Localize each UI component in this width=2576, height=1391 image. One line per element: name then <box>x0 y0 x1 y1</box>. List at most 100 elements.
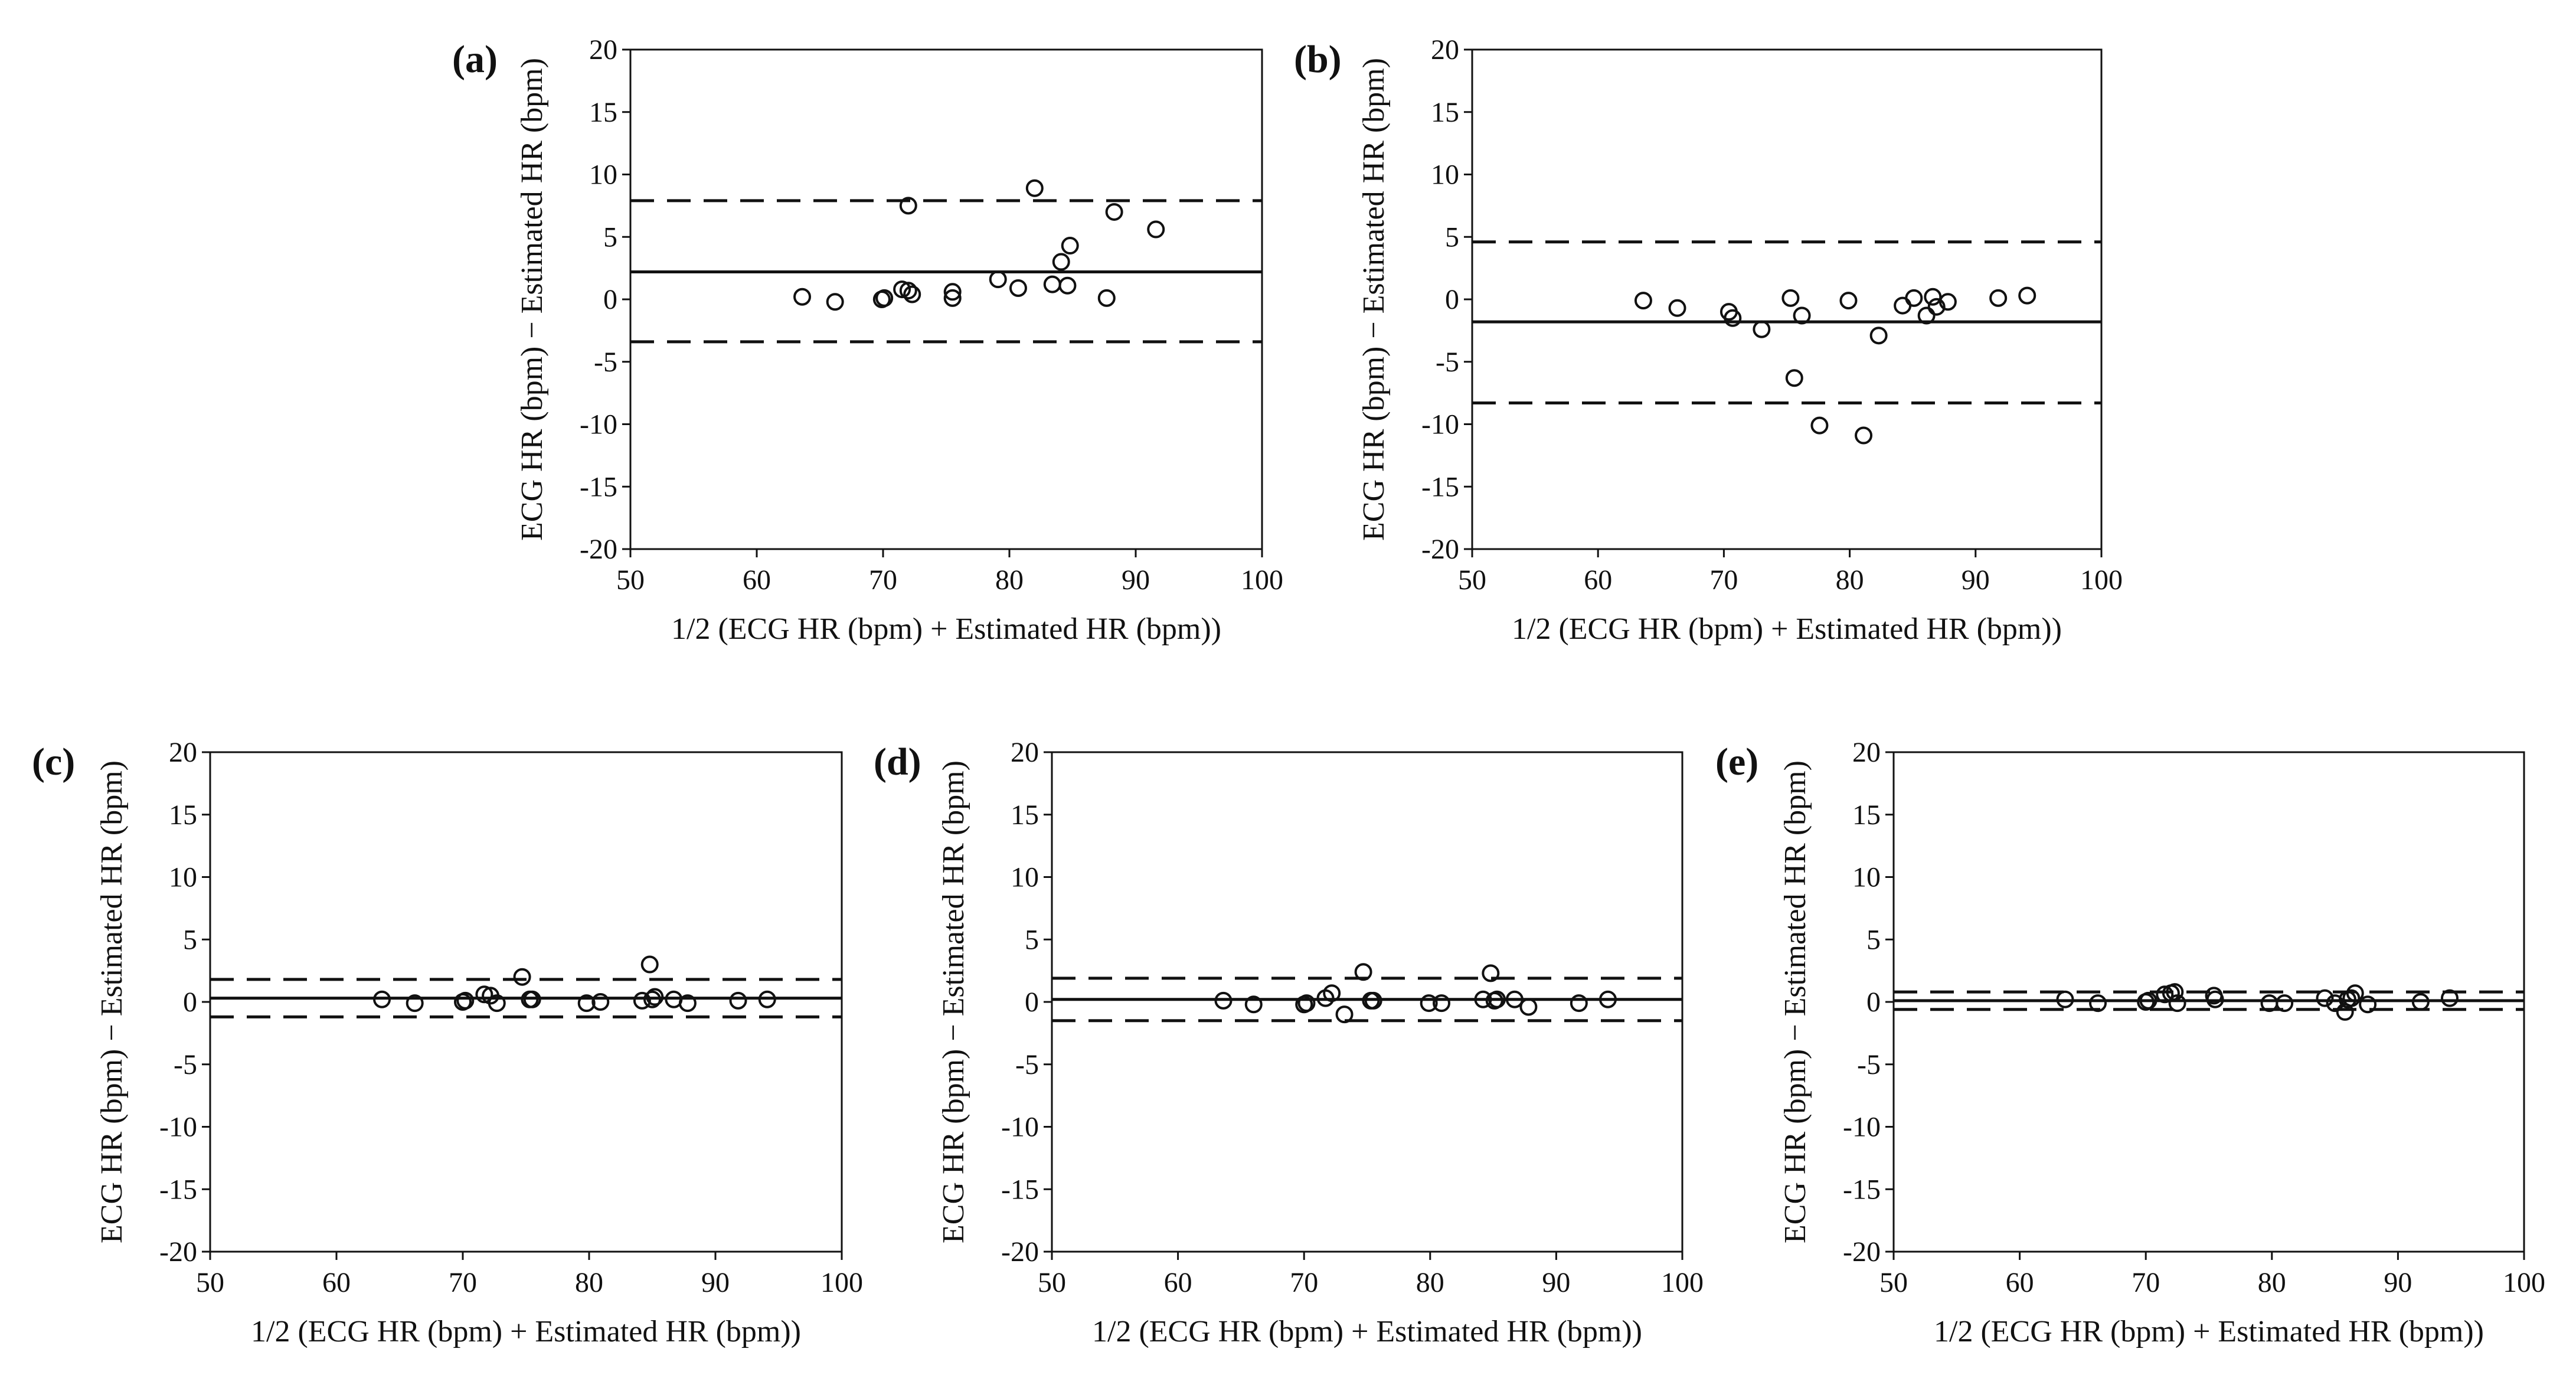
y-tick-label: 10 <box>589 159 617 191</box>
y-tick-label: -15 <box>580 471 617 502</box>
plot-frame <box>1051 751 1683 1253</box>
x-tick-label: 80 <box>995 564 1024 596</box>
data-point <box>2168 994 2186 1013</box>
x-tick-label: 100 <box>1661 1267 1704 1298</box>
y-tick-label: -20 <box>580 534 617 565</box>
data-point <box>633 991 651 1010</box>
y-axis-title: ECG HR (bpm) − Estimated HR (bpm) <box>515 58 549 541</box>
data-point <box>1924 288 1942 306</box>
x-tick-label: 70 <box>1709 564 1738 596</box>
x-tick-label: 80 <box>1836 564 1864 596</box>
data-point <box>2206 990 2224 1008</box>
panel-label: (e) <box>1715 740 1758 783</box>
x-tick-label: 60 <box>2006 1267 2034 1298</box>
x-tick-label: 60 <box>743 564 771 596</box>
data-point <box>1839 292 1858 310</box>
data-point <box>373 990 391 1008</box>
data-point <box>1214 991 1233 1010</box>
data-point <box>2139 991 2157 1010</box>
y-tick-label: 10 <box>169 862 197 893</box>
data-point <box>2089 994 2107 1013</box>
y-tick-label: -5 <box>1436 347 1459 378</box>
x-axis-title: 1/2 (ECG HR (bpm) + Estimated HR (bpm)) <box>671 612 1221 646</box>
y-tick-label: 20 <box>1431 34 1459 66</box>
data-point <box>1598 990 1617 1008</box>
data-point <box>1025 179 1044 197</box>
y-tick-label: -20 <box>1421 534 1459 565</box>
plot-frame <box>1471 48 2103 550</box>
data-point <box>903 285 921 303</box>
y-tick-label: 5 <box>1445 221 1459 253</box>
y-tick-label: 15 <box>1852 799 1881 831</box>
data-point <box>646 988 664 1006</box>
panel-label: (b) <box>1294 38 1342 81</box>
y-axis-title: ECG HR (bpm) − Estimated HR (bpm) <box>1779 760 1812 1243</box>
y-tick-label: 20 <box>169 737 197 768</box>
y-tick-label: -10 <box>1421 409 1459 440</box>
data-point <box>1753 320 1771 338</box>
panel-2: 50 60 70 80 90 100 -20 -15 -10 -5 0 5 10 15 20 1/2 (ECG… <box>1294 34 2123 646</box>
y-tick-label: -5 <box>1015 1049 1039 1080</box>
data-point <box>1297 994 1316 1013</box>
panel-4: 50 60 70 80 90 100 -20 -15 -10 -5 0 5 10 15 20 1/2 (ECG… <box>874 737 1704 1348</box>
y-tick-label: 5 <box>1025 924 1039 955</box>
data-point <box>899 282 917 300</box>
data-point <box>1058 276 1077 295</box>
y-axis-title: ECG HR (bpm) − Estimated HR (bpm) <box>1357 58 1391 541</box>
x-tick-label: 50 <box>616 564 645 596</box>
x-tick-label: 70 <box>869 564 897 596</box>
y-tick-label: -15 <box>1001 1174 1039 1205</box>
data-point <box>989 270 1007 289</box>
y-tick-label: -5 <box>1857 1049 1881 1080</box>
y-tick-label: 5 <box>603 221 617 253</box>
data-point <box>2411 993 2430 1011</box>
y-tick-label: -5 <box>174 1049 197 1080</box>
data-point <box>1927 298 1946 316</box>
data-point <box>1420 994 1438 1013</box>
x-tick-label: 90 <box>1542 1267 1570 1298</box>
data-point <box>943 283 962 301</box>
y-tick-label: 0 <box>183 987 197 1018</box>
data-point <box>1043 275 1061 293</box>
data-point <box>2166 983 2184 1001</box>
x-tick-label: 50 <box>196 1267 224 1298</box>
y-tick-label: 5 <box>1866 924 1881 955</box>
y-tick-label: -10 <box>159 1112 197 1143</box>
y-tick-label: -20 <box>159 1236 197 1268</box>
x-tick-label: 60 <box>322 1267 351 1298</box>
y-tick-label: 15 <box>1011 799 1039 831</box>
y-tick-label: 0 <box>603 284 617 315</box>
data-point <box>1354 963 1372 981</box>
data-point <box>1894 296 1912 315</box>
y-tick-label: -20 <box>1843 1236 1881 1268</box>
x-tick-label: 50 <box>1038 1267 1066 1298</box>
x-tick-label: 80 <box>1416 1267 1444 1298</box>
x-axis-title: 1/2 (ECG HR (bpm) + Estimated HR (bpm)) <box>1934 1315 2484 1348</box>
x-tick-label: 100 <box>2080 564 2123 596</box>
y-tick-label: -5 <box>594 347 617 378</box>
data-point <box>2440 989 2459 1007</box>
x-tick-label: 60 <box>1584 564 1612 596</box>
data-point <box>1323 984 1341 1003</box>
panel-1: 50 60 70 80 90 100 -20 -15 -10 -5 0 5 10 15 20 1/2 (ECG… <box>452 34 1283 646</box>
data-point <box>2316 989 2334 1007</box>
y-tick-label: 15 <box>169 799 197 831</box>
data-point <box>2156 985 2174 1004</box>
panel-3: 50 60 70 80 90 100 -20 -15 -10 -5 0 5 10 15 20 1/2 (ECG… <box>32 737 863 1348</box>
x-tick-label: 100 <box>1241 564 1283 596</box>
data-point <box>2342 989 2361 1007</box>
data-point <box>2018 286 2036 305</box>
y-tick-label: 0 <box>1866 987 1881 1018</box>
data-point <box>591 993 610 1011</box>
data-point <box>1364 991 1382 1010</box>
data-point <box>1810 416 1829 435</box>
data-point <box>513 968 531 986</box>
y-tick-label: 20 <box>1852 737 1881 768</box>
y-tick-label: 10 <box>1431 159 1459 191</box>
x-tick-label: 50 <box>1879 1267 1908 1298</box>
data-point <box>1482 964 1500 982</box>
data-point <box>2359 995 2377 1014</box>
y-tick-label: 15 <box>1431 97 1459 128</box>
x-tick-label: 70 <box>449 1267 477 1298</box>
